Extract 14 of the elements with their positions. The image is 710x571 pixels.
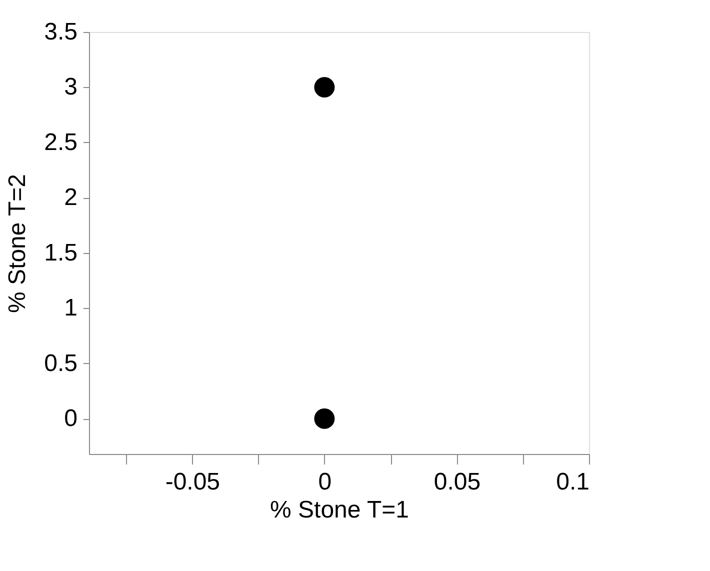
x-tick-label: 0.05 [434,468,481,496]
y-axis-title: % Stone T=2 [4,174,32,313]
y-tick-label: 3 [64,74,78,101]
y-tick-label: 0.5 [44,350,78,377]
y-tick-label: 2.5 [44,128,78,156]
x-tick-label: 0 [318,468,332,496]
x-axis-title: % Stone T=1 [270,496,409,524]
y-tick-label: 1.5 [44,239,78,266]
y-tick-label: 0 [64,405,78,432]
x-tick-label: 0.1 [556,468,590,496]
y-tick-label: 2 [64,184,78,212]
y-tick-label: 3.5 [44,18,78,46]
x-tick-label: -0.05 [165,468,220,496]
y-tick-label: 1 [64,294,78,322]
